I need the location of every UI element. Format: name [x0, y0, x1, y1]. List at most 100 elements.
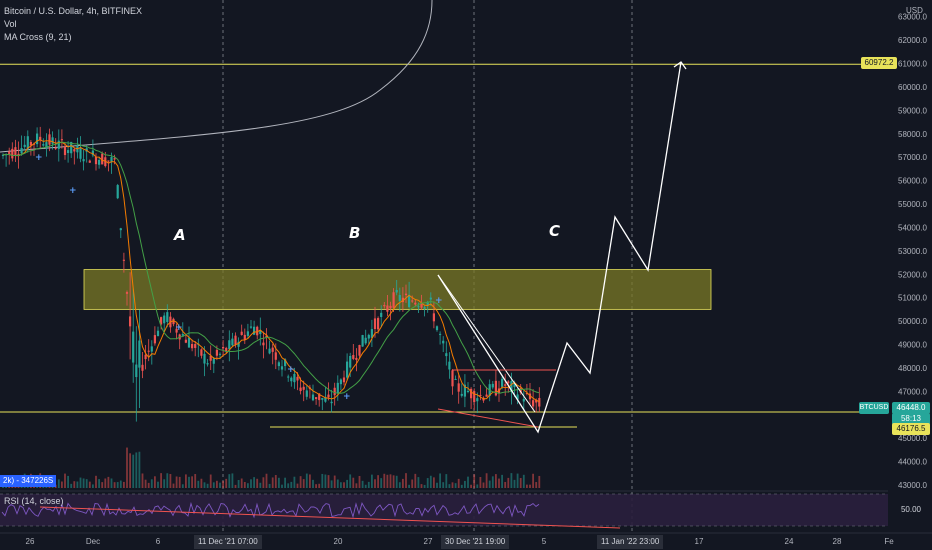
candle-body	[29, 141, 32, 146]
candle-body	[243, 334, 246, 340]
volume-bar	[473, 474, 476, 488]
candle-body	[82, 159, 85, 162]
candle-body	[525, 393, 528, 395]
candle-body	[355, 357, 358, 360]
candle-body	[414, 302, 417, 305]
volume-bar	[169, 474, 172, 488]
candle-body	[249, 326, 253, 328]
volume-bar	[101, 482, 104, 488]
candle-body	[398, 294, 401, 301]
volume-bar	[188, 476, 190, 488]
volume-bar	[178, 476, 181, 488]
candle-body	[88, 160, 91, 163]
candle-body	[26, 136, 29, 150]
volume-bar	[417, 477, 420, 488]
candle-body	[135, 364, 138, 378]
candle-body	[342, 377, 346, 383]
candle-body	[333, 387, 336, 396]
time-tick: Fe	[884, 537, 894, 546]
candle-body	[299, 387, 302, 392]
candle-body	[470, 388, 473, 399]
candle-body	[138, 340, 141, 368]
candle-body	[212, 358, 215, 364]
volume-bar	[243, 482, 246, 488]
volume-bar	[160, 473, 162, 488]
candle-body	[181, 334, 184, 336]
target-price-label: 60972.2	[861, 57, 897, 69]
ma-cross-marker: +	[35, 153, 43, 163]
legend-volume[interactable]: Vol	[4, 19, 17, 29]
volume-bar	[209, 474, 212, 488]
candle-body	[107, 160, 110, 162]
candle-body	[141, 364, 144, 371]
candle-body	[144, 354, 147, 360]
candle-body	[352, 355, 355, 359]
price-tick: 54000.0	[898, 223, 927, 232]
candle-body	[101, 153, 104, 165]
candle-body	[491, 383, 494, 388]
candle-body	[215, 349, 218, 356]
candle-body	[209, 355, 212, 361]
legend-title[interactable]: Bitcoin / U.S. Dollar, 4h, BITFINEX	[4, 6, 143, 16]
volume-bar	[144, 479, 147, 488]
candle-body	[36, 133, 39, 145]
candle-body	[516, 394, 519, 400]
candle-body	[11, 148, 14, 159]
volume-bar	[439, 473, 441, 488]
price-tick: 45000.0	[898, 434, 927, 443]
candle-body	[358, 345, 361, 356]
volume-bar	[271, 477, 274, 488]
volume-bar	[482, 482, 485, 488]
candle-body	[187, 337, 191, 348]
volume-bar	[358, 475, 361, 488]
candle-body	[256, 326, 259, 336]
rsi-legend[interactable]: RSI (14, close)	[4, 496, 64, 506]
resistance-zone	[83, 269, 712, 310]
candle-body	[277, 362, 280, 367]
volume-bar	[88, 481, 91, 488]
volume-bar	[414, 473, 417, 488]
price-tick: 58000.0	[898, 130, 927, 139]
time-tick: 20	[333, 537, 343, 546]
ma-cross-marker: +	[343, 392, 351, 402]
wave-label-a: A	[174, 226, 186, 244]
price-tick: 51000.0	[898, 294, 927, 303]
candle-body	[336, 382, 339, 394]
candle-body	[104, 157, 107, 167]
price-tick: 48000.0	[898, 364, 927, 373]
legend-ma-cross[interactable]: MA Cross (9, 21)	[4, 32, 72, 42]
candle-body	[160, 317, 163, 325]
candle-body	[311, 394, 315, 401]
candle-body	[73, 149, 76, 152]
candle-body	[231, 338, 234, 346]
volume-bar	[321, 473, 324, 488]
price-tick: 56000.0	[898, 177, 927, 186]
candle-body	[293, 373, 296, 383]
candle-body	[290, 377, 293, 382]
crosshair-date-2: 30 Dec '21 19:00	[441, 535, 510, 549]
rsi-line	[1, 501, 540, 519]
volume-bar	[398, 482, 401, 488]
candle-body	[327, 394, 330, 398]
volume-bar	[340, 482, 342, 488]
volume-bar	[532, 473, 534, 488]
candle-body	[280, 366, 284, 370]
wave-label-b: B	[349, 224, 361, 242]
volume-bar	[495, 474, 497, 488]
volume-bar	[147, 482, 150, 488]
volume-bar	[408, 484, 410, 488]
candle-body	[287, 376, 290, 378]
candle-body	[373, 318, 377, 329]
volume-bar	[104, 478, 107, 488]
volume-bar	[290, 481, 293, 488]
volume-bar	[420, 484, 423, 488]
downtrend-line	[437, 274, 536, 413]
candle-body	[147, 350, 150, 352]
wedge-lower-line	[437, 408, 539, 428]
arc-drawing	[0, 0, 433, 153]
candle-body	[200, 349, 203, 356]
candle-body	[42, 144, 45, 146]
volume-bar	[247, 483, 249, 488]
